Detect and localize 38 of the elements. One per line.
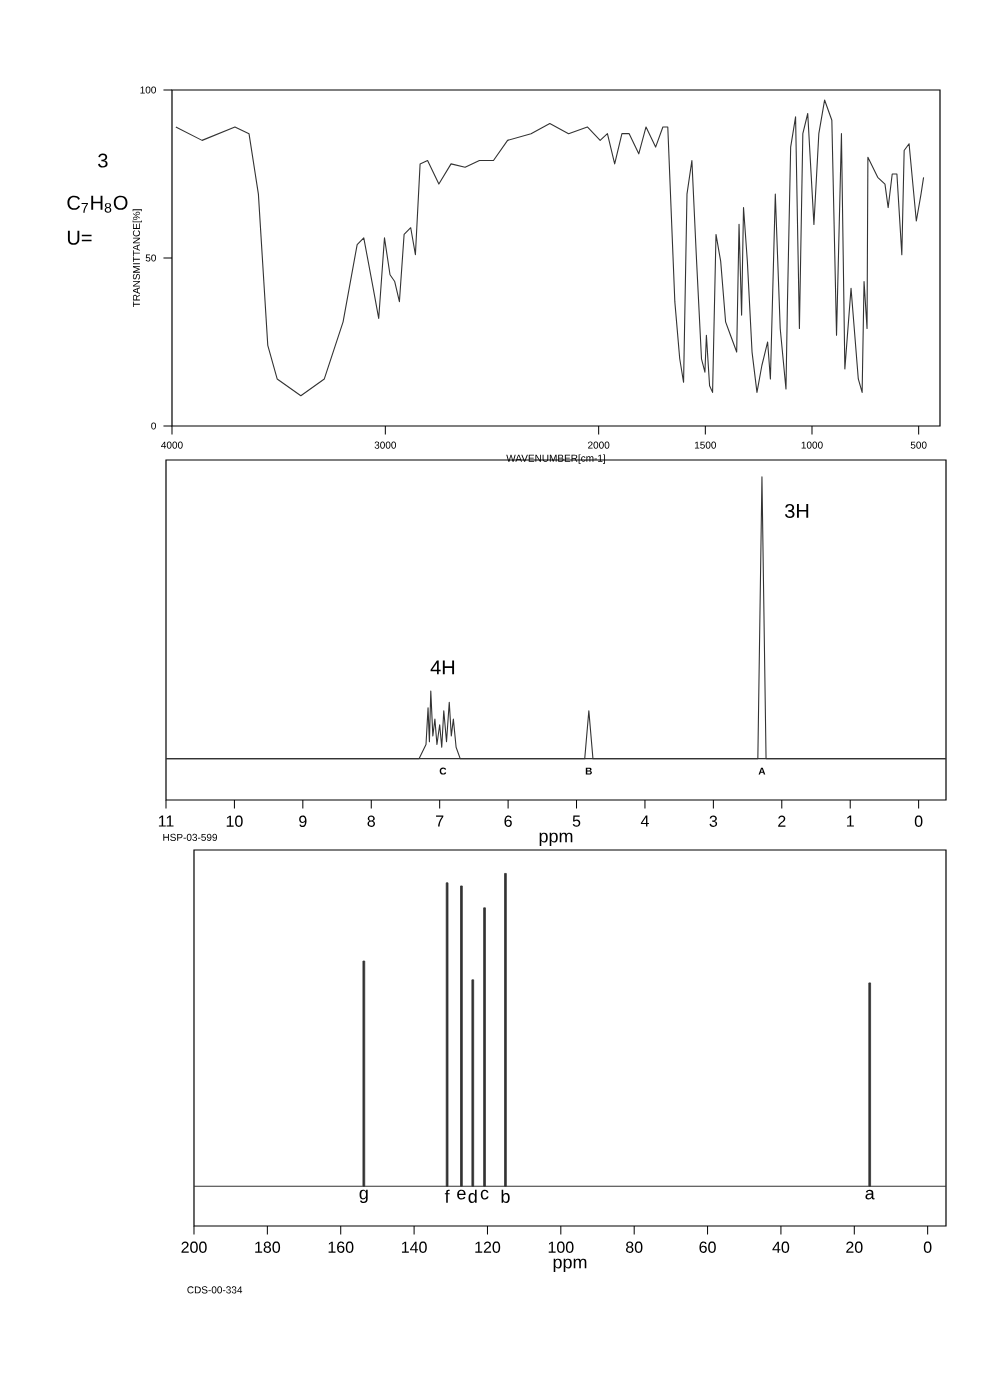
- x-tick-label: 4: [640, 815, 649, 827]
- x-tick-label: 10: [226, 815, 243, 827]
- x-tick-label: 6: [504, 815, 512, 827]
- x-tick-label: 140: [401, 1241, 427, 1253]
- x-tick-label: 9: [299, 815, 307, 827]
- x-tick-label: 80: [625, 1241, 643, 1253]
- x-tick-label: 120: [475, 1241, 501, 1253]
- x-tick-label: 40: [772, 1241, 790, 1253]
- x-tick-label: 160: [328, 1241, 354, 1253]
- text: 3: [98, 153, 108, 168]
- x-tick-label: 100: [548, 1241, 574, 1253]
- x-tick-label: 200: [181, 1241, 207, 1253]
- annotation: d: [468, 1189, 477, 1203]
- x-tick-label: 2: [778, 815, 786, 827]
- x-axis-title: ppm: [553, 1258, 587, 1273]
- annotation: e: [457, 1189, 466, 1200]
- x-tick-label: 0: [923, 1241, 932, 1253]
- annotation: b: [501, 1189, 510, 1203]
- x-axis-title: ppm: [539, 832, 573, 847]
- annotation: a: [865, 1189, 875, 1200]
- x-tick-label: 0: [914, 815, 923, 827]
- text: C$_{7}$H$_{8}$O: [67, 195, 128, 213]
- x-tick-label: 60: [699, 1241, 716, 1253]
- text: U=: [67, 230, 92, 245]
- line-series: [175, 99, 925, 397]
- x-tick-label: 7: [436, 815, 444, 827]
- annotation: f: [444, 1189, 450, 1203]
- annotation: 3H: [785, 503, 809, 519]
- annotation: g: [359, 1189, 368, 1204]
- x-tick-label: 8: [367, 815, 375, 827]
- annotation: 4H: [430, 660, 455, 675]
- x-tick-label: 1: [846, 815, 854, 827]
- x-tick-label: 180: [255, 1241, 281, 1253]
- x-tick-label: 11: [158, 815, 174, 827]
- x-tick-label: 5: [572, 815, 581, 827]
- x-tick-label: 3: [709, 815, 718, 827]
- x-tick-label: 20: [846, 1241, 863, 1253]
- annotation: c: [480, 1189, 489, 1200]
